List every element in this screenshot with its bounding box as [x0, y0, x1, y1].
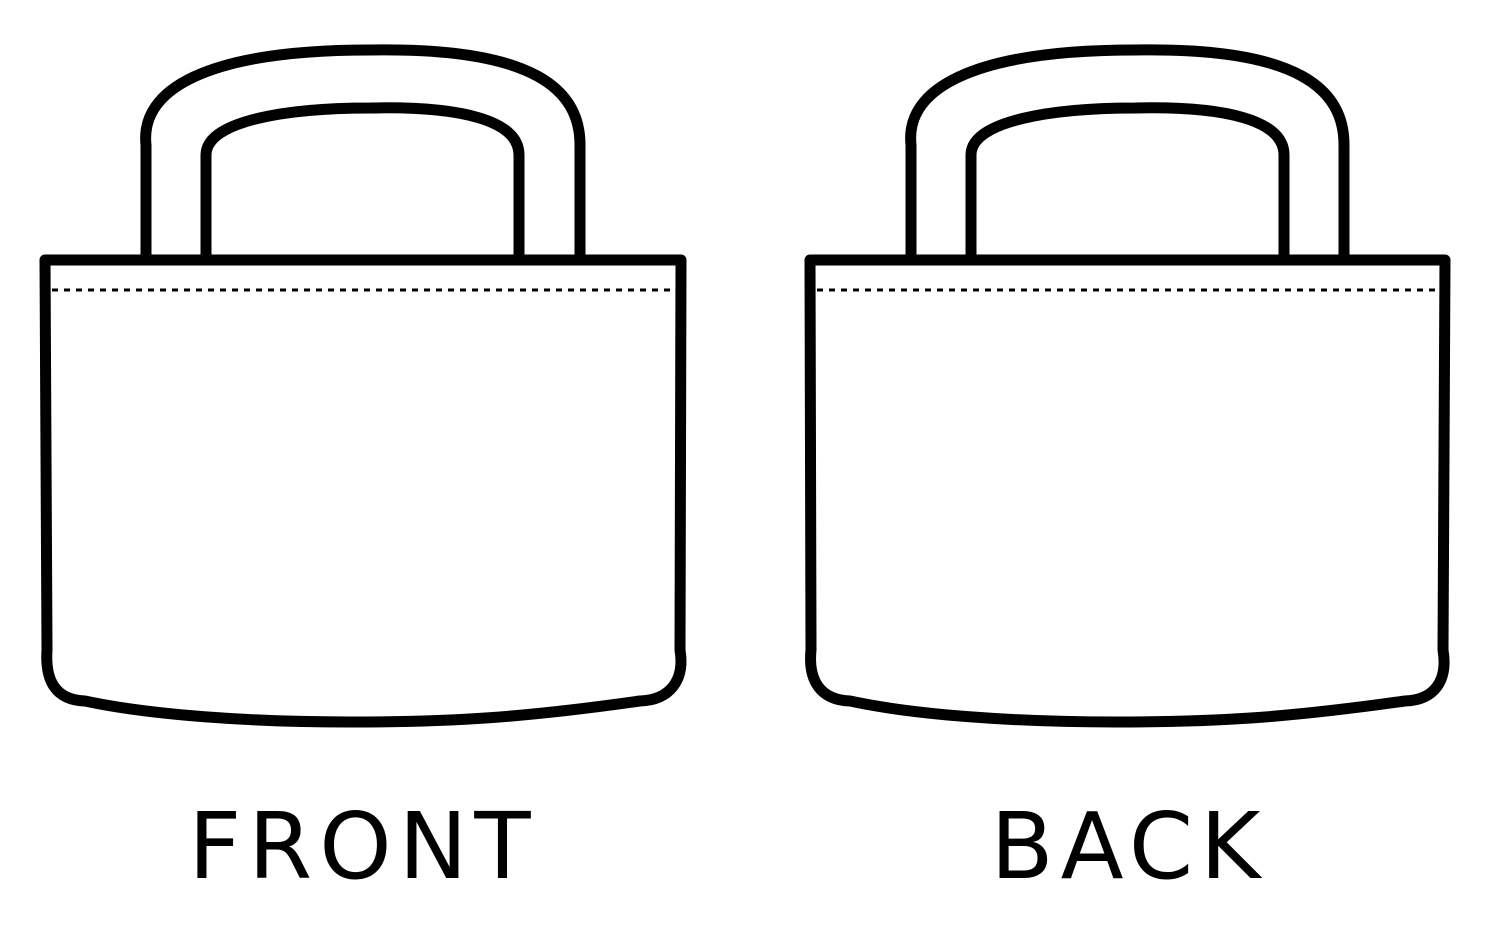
- back-bag-body: [804, 254, 1451, 728]
- front-bag-body: [39, 254, 687, 728]
- front-label: FRONT: [188, 793, 538, 900]
- front-handle: [140, 44, 586, 264]
- back-handle: [905, 44, 1350, 264]
- back-bag: [804, 44, 1451, 728]
- back-label: BACK: [990, 793, 1268, 900]
- front-bag: [39, 44, 687, 728]
